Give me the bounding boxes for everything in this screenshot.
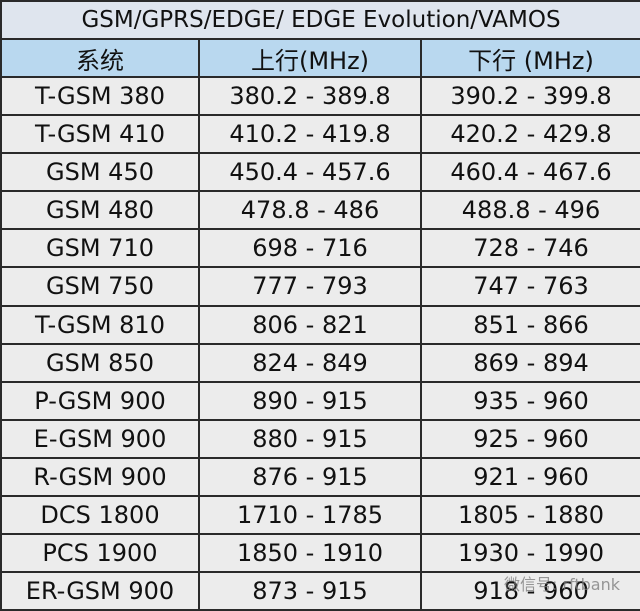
cell: 935 - 960 (419, 380, 640, 421)
data-row: T-GSM 410 410.2 - 419.8 420.2 - 429.8 (0, 114, 640, 155)
data-row: GSM 850 824 - 849 869 - 894 (0, 342, 640, 383)
table-title: GSM/GPRS/EDGE/ EDGE Evolution/VAMOS (0, 0, 640, 41)
data-row: GSM 750 777 - 793 747 - 763 (0, 266, 640, 307)
cell: 698 - 716 (198, 228, 422, 269)
data-row: ER-GSM 900 873 - 915 918 - 960 (0, 570, 640, 611)
data-row: T-GSM 810 806 - 821 851 - 866 (0, 304, 640, 345)
header-cell: 上行(MHz) (198, 38, 422, 79)
cell: 728 - 746 (419, 228, 640, 269)
cell: 925 - 960 (419, 418, 640, 459)
cell: T-GSM 410 (0, 114, 200, 155)
data-row: P-GSM 900 890 - 915 935 - 960 (0, 380, 640, 421)
cell: 1805 - 1880 (419, 494, 640, 535)
cell: 478.8 - 486 (198, 190, 422, 231)
cell: 777 - 793 (198, 266, 422, 307)
header-row: 系统 上行(MHz) 下行 (MHz) (0, 38, 640, 79)
cell: 851 - 866 (419, 304, 640, 345)
cell: 921 - 960 (419, 456, 640, 497)
data-row: T-GSM 380 380.2 - 389.8 390.2 - 399.8 (0, 76, 640, 117)
cell: GSM 450 (0, 152, 200, 193)
cell: 460.4 - 467.6 (419, 152, 640, 193)
data-row: GSM 710 698 - 716 728 - 746 (0, 228, 640, 269)
cell: 390.2 - 399.8 (419, 76, 640, 117)
data-row: DCS 1800 1710 - 1785 1805 - 1880 (0, 494, 640, 535)
data-row: GSM 450 450.4 - 457.6 460.4 - 467.6 (0, 152, 640, 193)
cell: 410.2 - 419.8 (198, 114, 422, 155)
cell: 918 - 960 (419, 570, 640, 611)
cell: GSM 480 (0, 190, 200, 231)
cell: 1850 - 1910 (198, 532, 422, 573)
cell: P-GSM 900 (0, 380, 200, 421)
header-cell: 系统 (0, 38, 200, 79)
cell: T-GSM 810 (0, 304, 200, 345)
cell: 824 - 849 (198, 342, 422, 383)
cell: ER-GSM 900 (0, 570, 200, 611)
cell: GSM 750 (0, 266, 200, 307)
cell: GSM 850 (0, 342, 200, 383)
cell: 806 - 821 (198, 304, 422, 345)
cell: PCS 1900 (0, 532, 200, 573)
cell: 380.2 - 389.8 (198, 76, 422, 117)
cell: 450.4 - 457.6 (198, 152, 422, 193)
data-row: PCS 1900 1850 - 1910 1930 - 1990 (0, 532, 640, 573)
title-row: GSM/GPRS/EDGE/ EDGE Evolution/VAMOS (0, 0, 640, 41)
cell: 876 - 915 (198, 456, 422, 497)
cell: 890 - 915 (198, 380, 422, 421)
cell: 880 - 915 (198, 418, 422, 459)
header-cell: 下行 (MHz) (419, 38, 640, 79)
cell: 873 - 915 (198, 570, 422, 611)
cell: 869 - 894 (419, 342, 640, 383)
cell: 1930 - 1990 (419, 532, 640, 573)
cell: 747 - 763 (419, 266, 640, 307)
cell: R-GSM 900 (0, 456, 200, 497)
data-row: GSM 480 478.8 - 486 488.8 - 496 (0, 190, 640, 231)
data-row: E-GSM 900 880 - 915 925 - 960 (0, 418, 640, 459)
cell: 488.8 - 496 (419, 190, 640, 231)
cell: E-GSM 900 (0, 418, 200, 459)
cell: DCS 1800 (0, 494, 200, 535)
cell: 1710 - 1785 (198, 494, 422, 535)
cell: 420.2 - 429.8 (419, 114, 640, 155)
cell: GSM 710 (0, 228, 200, 269)
watermark: 微信号: rftbank (503, 575, 620, 594)
cell: T-GSM 380 (0, 76, 200, 117)
data-row: R-GSM 900 876 - 915 921 - 960 (0, 456, 640, 497)
